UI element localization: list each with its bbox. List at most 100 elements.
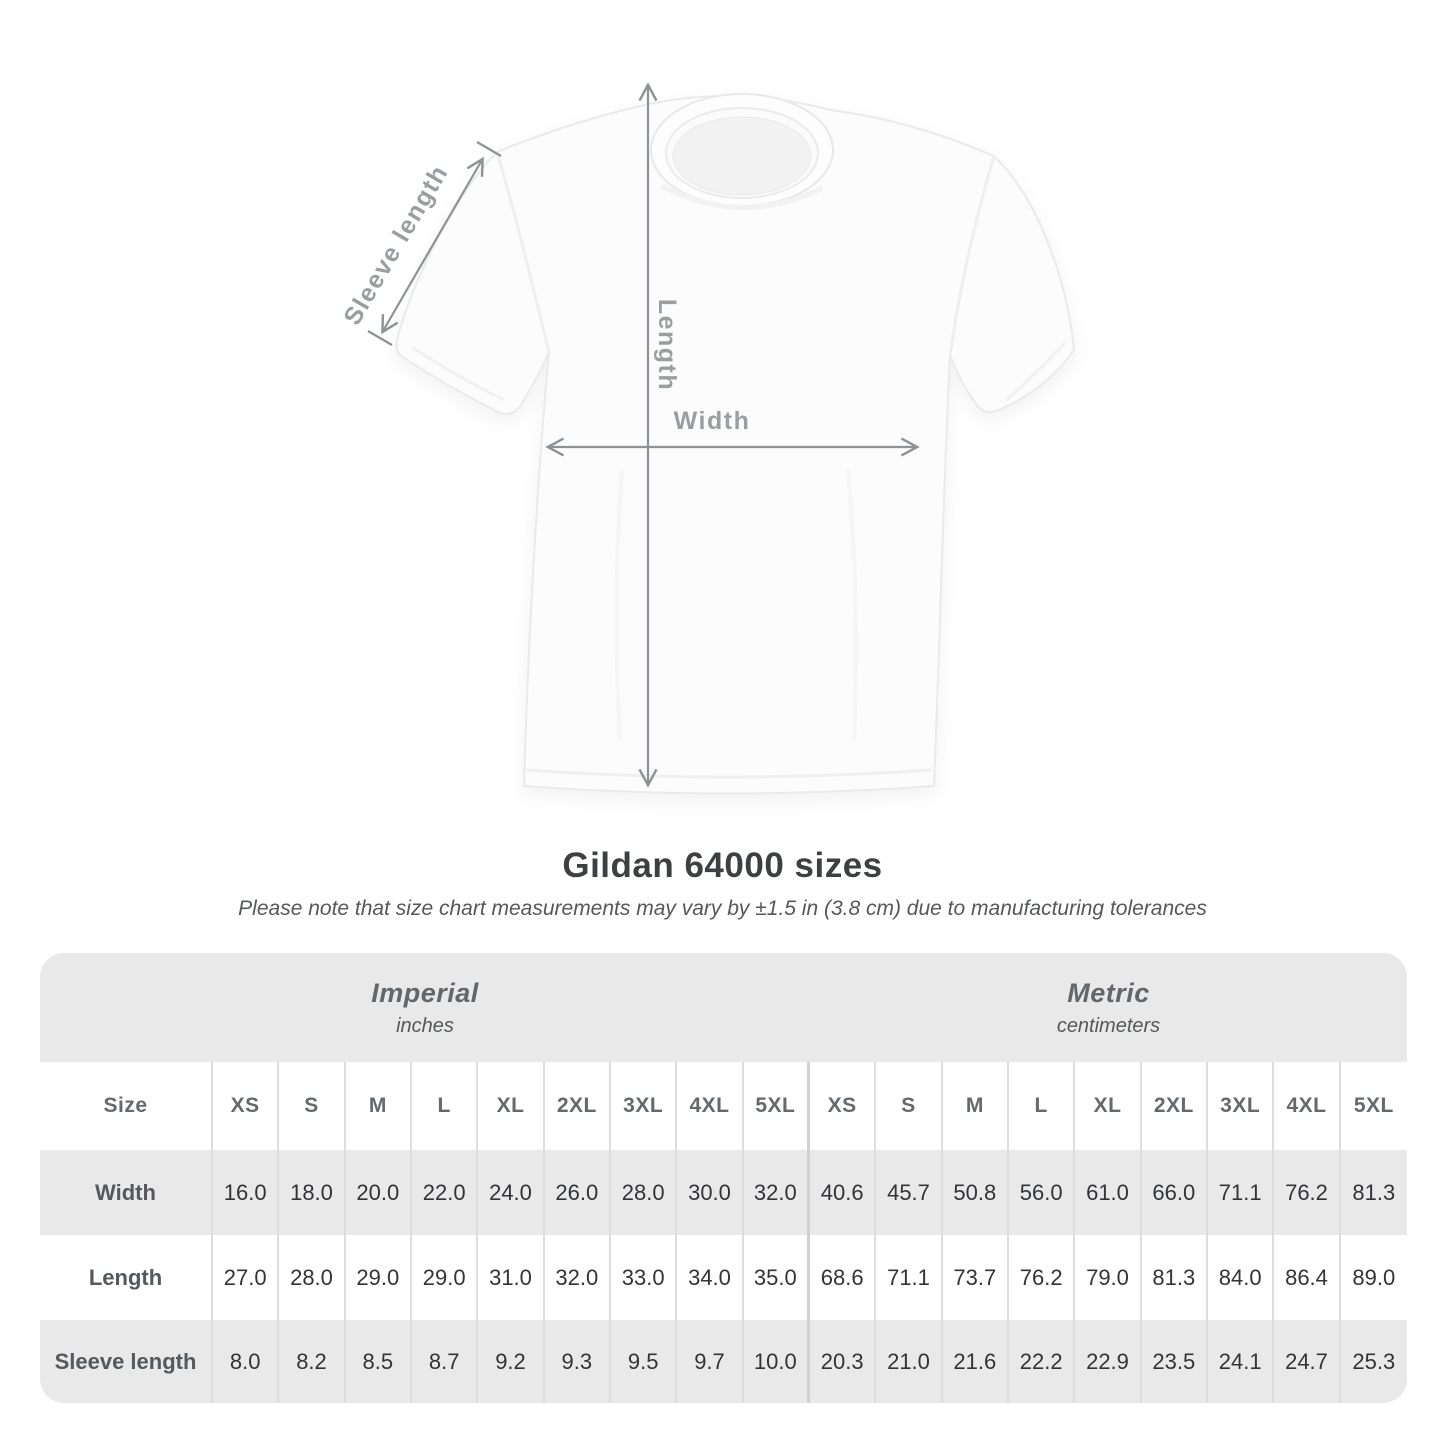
value-cell: 25.3 (1340, 1320, 1407, 1403)
value-cell: 20.3 (810, 1320, 877, 1403)
collar-shadow (660, 183, 824, 210)
right-armhole-seam (948, 155, 996, 356)
value-cell: 9.2 (478, 1320, 545, 1403)
size-header-cell: 2XL (1141, 1062, 1208, 1150)
value-cell: 71.1 (1208, 1150, 1275, 1235)
unit-group-metric: Metric centimeters (810, 953, 1407, 1062)
size-header-cell: XL (1075, 1062, 1142, 1150)
value-cell: 9.3 (544, 1320, 611, 1403)
unit-group-imperial: Imperial inches (40, 953, 810, 1062)
hem-stitch (526, 768, 932, 779)
value-cell: 9.7 (677, 1320, 744, 1403)
size-header-cell: L (1009, 1062, 1076, 1150)
crease-right (846, 469, 858, 741)
value-cell: 30.0 (677, 1150, 744, 1235)
size-header-cell: M (345, 1062, 412, 1150)
value-cell: 79.0 (1075, 1235, 1142, 1320)
value-cell: 68.6 (810, 1235, 877, 1320)
crease-left (614, 469, 624, 741)
size-header-cell: L (412, 1062, 479, 1150)
tshirt-measurement-figure: Sleeve length Length Width (338, 82, 1076, 795)
value-cell: 81.3 (1141, 1235, 1208, 1320)
value-cell: 66.0 (1141, 1150, 1208, 1235)
size-table: Imperial inches Metric centimeters Size … (40, 953, 1407, 1403)
size-header-cell: 4XL (677, 1062, 744, 1150)
value-cell: 35.0 (743, 1235, 810, 1320)
sleeve-arrow-tick-bottom (367, 330, 393, 346)
size-column-header: Size (40, 1062, 213, 1150)
value-cell: 29.0 (345, 1235, 412, 1320)
value-cell: 22.0 (412, 1150, 479, 1235)
unit-group-label: Metric (1067, 977, 1150, 1008)
sleeve-arrow-tick-top (476, 141, 502, 157)
value-cell: 8.7 (412, 1320, 479, 1403)
size-header-cell: XS (810, 1062, 877, 1150)
value-cell: 34.0 (677, 1235, 744, 1320)
sleeve-length-arrow (381, 156, 484, 335)
value-cell: 21.6 (942, 1320, 1009, 1403)
value-cell: 8.5 (345, 1320, 412, 1403)
value-cell: 61.0 (1075, 1150, 1142, 1235)
value-cell: 27.0 (213, 1235, 280, 1320)
value-cell: 20.0 (345, 1150, 412, 1235)
value-cell: 24.1 (1208, 1320, 1275, 1403)
value-cell: 23.5 (1141, 1320, 1208, 1403)
size-header-cell: 5XL (743, 1062, 810, 1150)
tshirt-figure-svg: Sleeve length Length Width (338, 82, 1076, 795)
value-cell: 21.0 (876, 1320, 943, 1403)
row-label-length: Length (40, 1235, 213, 1320)
value-cell: 18.0 (279, 1150, 346, 1235)
value-cell: 84.0 (1208, 1235, 1275, 1320)
size-header-cell: 3XL (1208, 1062, 1275, 1150)
value-cell: 32.0 (544, 1235, 611, 1320)
value-cell: 28.0 (611, 1150, 678, 1235)
value-cell: 76.2 (1274, 1150, 1341, 1235)
row-label-width: Width (40, 1150, 213, 1235)
unit-group-sublabel: inches (396, 1014, 454, 1037)
collar-opening (672, 116, 812, 196)
value-cell: 73.7 (942, 1235, 1009, 1320)
value-cell: 31.0 (478, 1235, 545, 1320)
value-cell: 29.0 (412, 1235, 479, 1320)
value-cell: 81.3 (1340, 1150, 1407, 1235)
value-cell: 32.0 (743, 1150, 810, 1235)
value-cell: 28.0 (279, 1235, 346, 1320)
value-cell: 10.0 (743, 1320, 810, 1403)
tshirt-illustration (395, 93, 1076, 795)
row-label-sleeve-length: Sleeve length (40, 1320, 213, 1403)
value-cell: 8.0 (213, 1320, 280, 1403)
size-header-cell: S (279, 1062, 346, 1150)
value-cell: 16.0 (213, 1150, 280, 1235)
page-title: Gildan 64000 sizes (562, 846, 883, 885)
value-cell: 24.0 (478, 1150, 545, 1235)
right-cuff-stitch (1005, 340, 1068, 402)
left-armhole-seam (495, 151, 551, 353)
value-cell: 71.1 (876, 1235, 943, 1320)
value-cell: 9.5 (611, 1320, 678, 1403)
unit-group-sublabel: centimeters (1056, 1014, 1161, 1037)
length-label: Length (653, 299, 681, 391)
size-header-cell: M (942, 1062, 1009, 1150)
value-cell: 26.0 (544, 1150, 611, 1235)
tolerance-note: Please note that size chart measurements… (238, 897, 1207, 920)
size-header-cell: 4XL (1274, 1062, 1341, 1150)
value-cell: 89.0 (1340, 1235, 1407, 1320)
value-cell: 22.9 (1075, 1320, 1142, 1403)
value-cell: 86.4 (1274, 1235, 1341, 1320)
size-header-cell: S (876, 1062, 943, 1150)
value-cell: 24.7 (1274, 1320, 1341, 1403)
size-header-cell: XS (213, 1062, 280, 1150)
value-cell: 8.2 (279, 1320, 346, 1403)
value-cell: 40.6 (810, 1150, 877, 1235)
size-header-cell: 3XL (611, 1062, 678, 1150)
value-cell: 22.2 (1009, 1320, 1076, 1403)
size-header-cell: 2XL (544, 1062, 611, 1150)
size-header-cell: 5XL (1340, 1062, 1407, 1150)
value-cell: 50.8 (942, 1150, 1009, 1235)
value-cell: 56.0 (1009, 1150, 1076, 1235)
left-cuff-stitch (411, 345, 505, 402)
measurement-arrows (367, 82, 920, 788)
size-header-cell: XL (478, 1062, 545, 1150)
unit-group-label: Imperial (371, 977, 479, 1008)
width-label: Width (674, 407, 751, 435)
